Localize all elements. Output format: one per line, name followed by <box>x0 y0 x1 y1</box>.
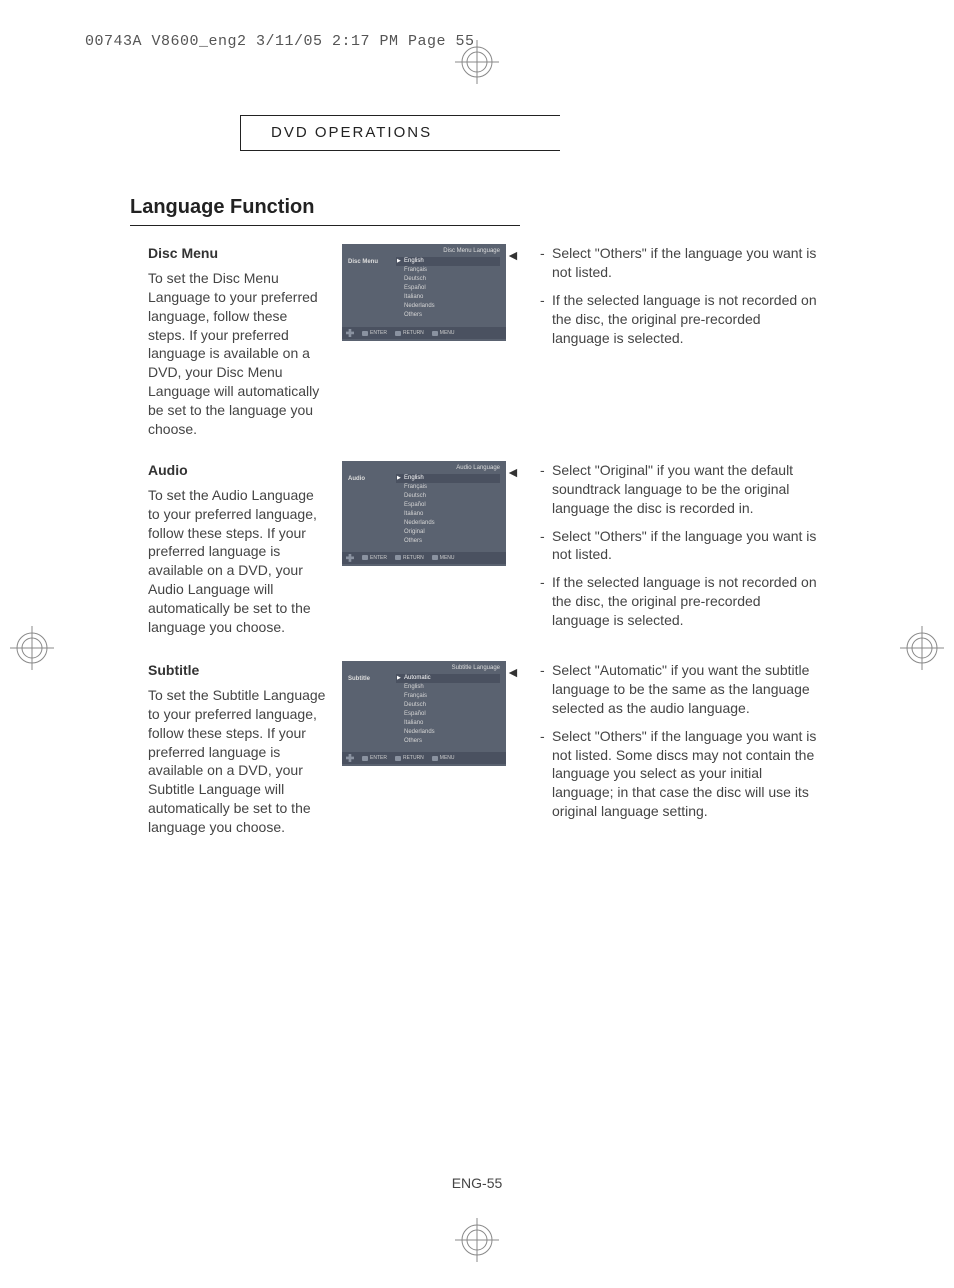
menu-label: Audio <box>348 474 396 546</box>
menu-item: Français <box>396 692 500 701</box>
menu-item: English <box>396 474 500 483</box>
left-column: Subtitle To set the Subtitle Language to … <box>130 661 520 837</box>
tips-list: Select "Others" if the language you want… <box>540 244 820 347</box>
menu-list: EnglishFrançaisDeutschEspañolItalianoNed… <box>396 474 500 546</box>
menu-title: Disc Menu Language <box>342 248 506 257</box>
menu-item: Italiano <box>396 719 500 728</box>
menu-item: Español <box>396 284 500 293</box>
menu-item: Italiano <box>396 510 500 519</box>
menu-footer: ENTER RETURN MENU <box>342 327 506 339</box>
tips-list: Select "Original" if you want the defaul… <box>540 461 820 630</box>
text-block: Disc Menu To set the Disc Menu Language t… <box>148 244 328 439</box>
print-header: 00743A V8600_eng2 3/11/05 2:17 PM Page 5… <box>85 33 475 50</box>
menu-item: Others <box>396 737 500 746</box>
menu-label: Subtitle <box>348 674 396 746</box>
page-content: DVD OPERATIONS Language Function Disc Me… <box>130 115 820 859</box>
menu-hint: MENU <box>432 330 455 336</box>
menu-item: Deutsch <box>396 275 500 284</box>
return-hint: RETURN <box>395 330 424 336</box>
tip-item: Select "Automatic" if you want the subti… <box>540 661 820 718</box>
menu-item: Nederlands <box>396 519 500 528</box>
subsection-body: To set the Audio Language to your prefer… <box>148 486 328 637</box>
subsection-body: To set the Subtitle Language to your pre… <box>148 686 328 837</box>
menu-item: Others <box>396 311 500 320</box>
menu-item: Deutsch <box>396 492 500 501</box>
menu-screenshot: Disc Menu LanguageDisc MenuEnglishFrança… <box>342 244 506 341</box>
menu-item: Nederlands <box>396 302 500 311</box>
dpad-icon <box>346 554 354 562</box>
registration-mark-left <box>10 626 54 670</box>
text-block: Audio To set the Audio Language to your p… <box>148 461 328 639</box>
section-row: Subtitle To set the Subtitle Language to … <box>130 661 820 837</box>
menu-item: Français <box>396 483 500 492</box>
dpad-icon <box>346 754 354 762</box>
menu-item: Nederlands <box>396 728 500 737</box>
menu-footer: ENTER RETURN MENU <box>342 552 506 564</box>
menu-item: English <box>396 683 500 692</box>
enter-hint: ENTER <box>362 555 387 561</box>
tip-item: Select "Original" if you want the defaul… <box>540 461 820 518</box>
dpad-icon <box>346 329 354 337</box>
menu-item: Español <box>396 501 500 510</box>
tip-item: If the selected language is not recorded… <box>540 291 820 348</box>
subsection-body: To set the Disc Menu Language to your pr… <box>148 269 328 439</box>
return-hint: RETURN <box>395 555 424 561</box>
tip-item: Select "Others" if the language you want… <box>540 727 820 821</box>
text-block: Subtitle To set the Subtitle Language to … <box>148 661 328 837</box>
registration-mark-right <box>900 626 944 670</box>
arrow-left-icon: ◄ <box>506 463 520 482</box>
subsection-title: Audio <box>148 461 328 480</box>
menu-item: Others <box>396 537 500 546</box>
tip-item: Select "Others" if the language you want… <box>540 527 820 565</box>
return-hint: RETURN <box>395 755 424 761</box>
subsection-title: Disc Menu <box>148 244 328 263</box>
menu-label: Disc Menu <box>348 257 396 321</box>
subsection-title: Subtitle <box>148 661 328 680</box>
page-title: Language Function <box>130 196 520 226</box>
tips-list: Select "Automatic" if you want the subti… <box>540 661 820 821</box>
tip-item: Select "Others" if the language you want… <box>540 244 820 282</box>
right-column: ◄Select "Original" if you want the defau… <box>520 461 820 639</box>
enter-hint: ENTER <box>362 330 387 336</box>
section-label: DVD OPERATIONS <box>271 124 432 141</box>
menu-hint: MENU <box>432 755 455 761</box>
menu-item: Italiano <box>396 293 500 302</box>
section-row: Disc Menu To set the Disc Menu Language t… <box>130 244 820 439</box>
right-column: ◄Select "Automatic" if you want the subt… <box>520 661 820 837</box>
menu-item: Français <box>396 266 500 275</box>
enter-hint: ENTER <box>362 755 387 761</box>
menu-footer: ENTER RETURN MENU <box>342 752 506 764</box>
arrow-left-icon: ◄ <box>506 246 520 265</box>
menu-list: AutomaticEnglishFrançaisDeutschEspañolIt… <box>396 674 500 746</box>
menu-hint: MENU <box>432 555 455 561</box>
right-column: ◄Select "Others" if the language you wan… <box>520 244 820 439</box>
tip-item: If the selected language is not recorded… <box>540 573 820 630</box>
arrow-left-icon: ◄ <box>506 663 520 682</box>
registration-mark-bottom <box>455 1218 499 1262</box>
left-column: Disc Menu To set the Disc Menu Language t… <box>130 244 520 439</box>
menu-item: Automatic <box>396 674 500 683</box>
menu-item: Original <box>396 528 500 537</box>
menu-title: Subtitle Language <box>342 665 506 674</box>
section-header-box: DVD OPERATIONS <box>240 115 560 151</box>
menu-item: Español <box>396 710 500 719</box>
left-column: Audio To set the Audio Language to your p… <box>130 461 520 639</box>
menu-item: Deutsch <box>396 701 500 710</box>
menu-list: EnglishFrançaisDeutschEspañolItalianoNed… <box>396 257 500 321</box>
registration-mark-top <box>455 40 499 84</box>
section-row: Audio To set the Audio Language to your p… <box>130 461 820 639</box>
menu-screenshot: Subtitle LanguageSubtitleAutomaticEnglis… <box>342 661 506 766</box>
page-number: ENG-55 <box>0 1175 954 1191</box>
menu-screenshot: Audio LanguageAudioEnglishFrançaisDeutsc… <box>342 461 506 566</box>
menu-title: Audio Language <box>342 465 506 474</box>
menu-item: English <box>396 257 500 266</box>
